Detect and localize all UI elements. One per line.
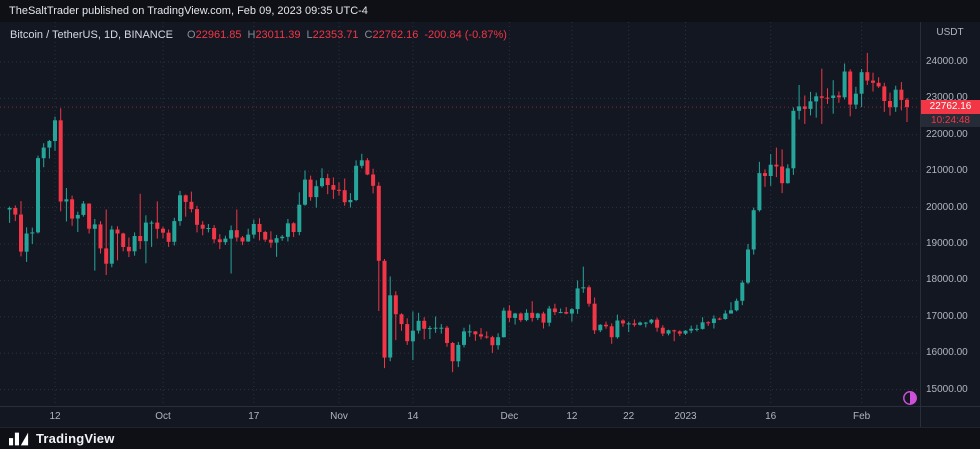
price-tick-label: 23000.00 [926,92,968,104]
price-axis[interactable] [920,22,980,427]
time-axis-label: 14 [407,411,419,422]
chart-legend: Bitcoin / TetherUS, 1D, BINANCE O 22961.… [10,29,507,41]
moon-phase-icon [903,391,917,405]
publish-info-bar: TheSaltTrader published on TradingView.c… [0,0,980,22]
time-axis-label: Feb [852,411,871,422]
price-tick-label: 17000.00 [926,310,968,322]
time-axis[interactable] [0,406,980,427]
ohlc-high-label: H [247,29,256,41]
ohlc-close-value: 22762.16 [372,29,419,41]
price-tick-label: 24000.00 [926,56,968,67]
time-axis-label: 17 [248,411,260,422]
time-axis-label: 16 [765,411,777,422]
ohlc-high-value: 23011.39 [255,29,301,41]
ohlc-open-value: 22961.85 [195,29,242,41]
ohlc-close-label: C [364,29,373,41]
footer-bar: TradingView [0,427,980,449]
time-axis-label: 2023 [674,411,697,422]
price-tick-label: 16000.00 [926,347,968,359]
quote-currency-label: USDT [936,27,964,38]
time-axis-label: 12 [566,411,578,422]
ohlc-low-label: L [306,29,313,41]
price-tick-label: 20000.00 [926,201,968,213]
price-tick-label: 22000.00 [926,128,968,140]
time-axis-label: Dec [500,411,519,422]
time-axis-label: 12 [49,411,61,422]
tradingview-logo-icon[interactable] [9,432,29,446]
time-axis-label: 22 [623,411,635,422]
price-tick-label: 15000.00 [926,383,968,395]
tradingview-brand-text[interactable]: TradingView [36,431,115,446]
time-axis-label: Oct [155,411,171,422]
last-price-badge: 22762.16 [921,100,980,115]
price-tick-label: 18000.00 [926,274,968,286]
symbol-title[interactable]: Bitcoin / TetherUS, 1D, BINANCE [10,29,174,41]
price-tick-label: 21000.00 [926,165,968,177]
ohlc-open-label: O [187,29,196,41]
countdown-badge: 10:24:48 [921,114,980,128]
time-axis-label: Nov [330,411,348,422]
publish-info-text: TheSaltTrader published on TradingView.c… [9,5,368,17]
price-tick-label: 19000.00 [926,238,968,249]
change-value: -200.84 (-0.87%) [424,29,507,41]
ohlc-low-value: 22353.71 [312,29,359,41]
